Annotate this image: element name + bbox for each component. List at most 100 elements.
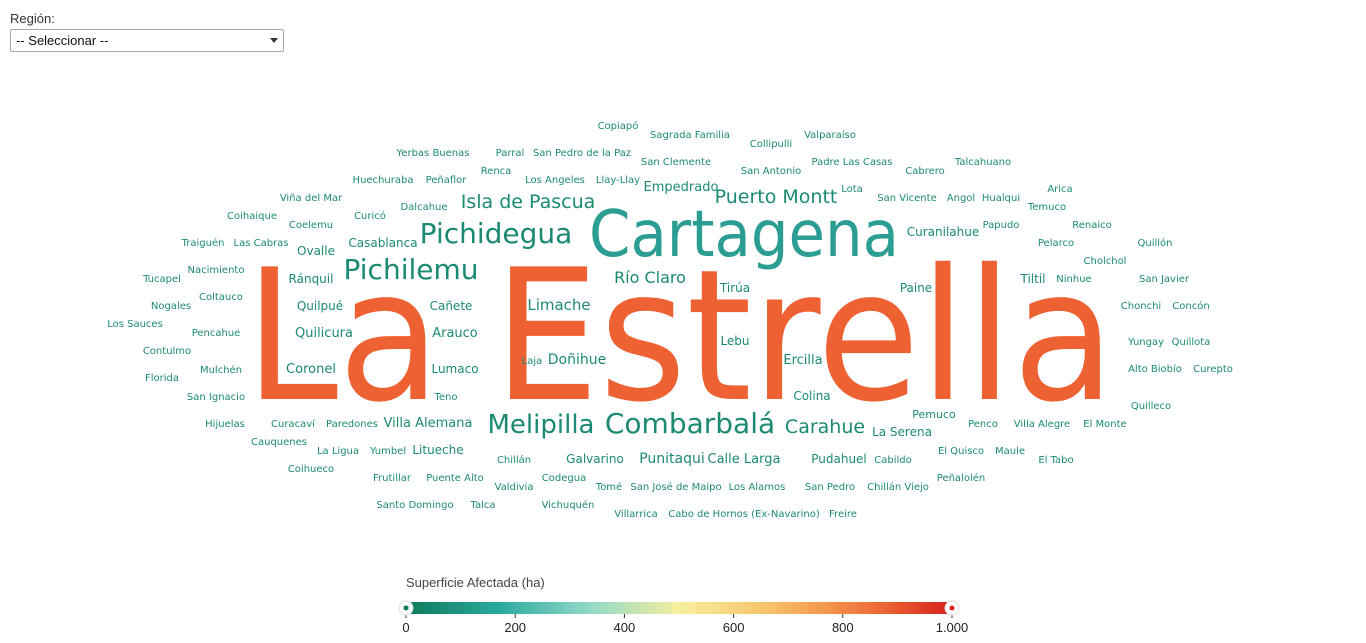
- word-la-estrella[interactable]: La Estrella: [245, 230, 1115, 442]
- word-pichilemu[interactable]: Pichilemu: [344, 253, 479, 286]
- slider-handle-min[interactable]: [398, 600, 414, 616]
- word-codegua[interactable]: Codegua: [542, 473, 586, 484]
- word-florida[interactable]: Florida: [145, 373, 179, 384]
- word-paine[interactable]: Paine: [900, 281, 932, 295]
- word-combarbala[interactable]: Combarbalá: [605, 407, 775, 440]
- word-lota[interactable]: Lota: [841, 184, 863, 195]
- word-ninhue[interactable]: Ninhue: [1056, 274, 1091, 285]
- word-litueche[interactable]: Litueche: [412, 443, 463, 457]
- word-hualqui[interactable]: Hualqui: [982, 193, 1020, 204]
- word-melipilla[interactable]: Melipilla: [488, 410, 595, 440]
- word-contulmo[interactable]: Contulmo: [143, 346, 191, 357]
- word-chonchi[interactable]: Chonchi: [1121, 301, 1161, 312]
- word-mulchen[interactable]: Mulchén: [200, 364, 242, 376]
- word-la-serena[interactable]: La Serena: [872, 425, 932, 439]
- word-valparaiso[interactable]: Valparaíso: [804, 129, 856, 141]
- word-punitaqui[interactable]: Punitaqui: [639, 451, 705, 467]
- word-temuco[interactable]: Temuco: [1027, 202, 1066, 213]
- word-ercilla[interactable]: Ercilla: [783, 353, 822, 368]
- word-tiltil[interactable]: Tiltil: [1019, 272, 1045, 286]
- word-coelemu[interactable]: Coelemu: [289, 220, 333, 231]
- word-san-jose-de-maipo[interactable]: San José de Maipo: [630, 481, 721, 493]
- word-cartagena[interactable]: Cartagena: [589, 198, 899, 272]
- word-san-clemente[interactable]: San Clemente: [641, 157, 711, 168]
- region-select[interactable]: -- Seleccionar --: [10, 29, 284, 52]
- word-san-javier[interactable]: San Javier: [1139, 274, 1190, 285]
- word-rio-claro[interactable]: Río Claro: [614, 268, 686, 287]
- word-donihue[interactable]: Doñihue: [548, 352, 606, 368]
- word-teno[interactable]: Teno: [433, 392, 457, 403]
- word-tome[interactable]: Tomé: [595, 481, 622, 493]
- word-renca[interactable]: Renca: [481, 166, 512, 177]
- word-cabrero[interactable]: Cabrero: [905, 166, 945, 177]
- word-curico[interactable]: Curicó: [354, 210, 386, 222]
- word-collipulli[interactable]: Collipulli: [750, 139, 792, 150]
- word-quilpue[interactable]: Quilpué: [297, 299, 343, 313]
- word-tucapel[interactable]: Tucapel: [142, 274, 181, 285]
- word-arauco[interactable]: Arauco: [432, 326, 478, 341]
- word-curepto[interactable]: Curepto: [1193, 364, 1233, 375]
- word-quilleco[interactable]: Quilleco: [1131, 401, 1171, 412]
- slider-handle-max[interactable]: [944, 600, 960, 616]
- word-cholchol[interactable]: Cholchol: [1084, 256, 1127, 267]
- word-chillan-viejo[interactable]: Chillán Viejo: [867, 481, 929, 493]
- word-ovalle[interactable]: Ovalle: [297, 244, 335, 258]
- word-los-sauces[interactable]: Los Sauces: [107, 319, 163, 330]
- word-limache[interactable]: Limache: [527, 296, 590, 314]
- word-ranquil[interactable]: Ránquil: [289, 272, 334, 286]
- word-concon[interactable]: Concón: [1172, 300, 1209, 312]
- word-sagrada-familia[interactable]: Sagrada Familia: [650, 130, 730, 141]
- word-san-vicente[interactable]: San Vicente: [877, 193, 936, 204]
- word-angol[interactable]: Angol: [947, 193, 975, 204]
- word-chillan[interactable]: Chillán: [497, 454, 531, 466]
- word-el-monte[interactable]: El Monte: [1083, 419, 1126, 430]
- word-lumaco[interactable]: Lumaco: [431, 362, 478, 376]
- word-san-antonio[interactable]: San Antonio: [741, 166, 801, 177]
- word-coihaique[interactable]: Coihaique: [227, 211, 277, 222]
- word-pudahuel[interactable]: Pudahuel: [811, 452, 867, 466]
- word-huechuraba[interactable]: Huechuraba: [353, 175, 414, 186]
- word-la-ligua[interactable]: La Ligua: [317, 446, 359, 457]
- word-colina[interactable]: Colina: [793, 389, 830, 403]
- word-galvarino[interactable]: Galvarino: [566, 452, 624, 466]
- word-paredones[interactable]: Paredones: [326, 419, 378, 430]
- word-yungay[interactable]: Yungay: [1127, 337, 1164, 348]
- word-yerbas-buenas[interactable]: Yerbas Buenas: [396, 148, 470, 159]
- word-lebu[interactable]: Lebu: [720, 334, 749, 348]
- word-quillon[interactable]: Quillón: [1138, 237, 1173, 249]
- word-villa-alemana[interactable]: Villa Alemana: [384, 416, 473, 431]
- word-maule[interactable]: Maule: [995, 446, 1025, 457]
- word-papudo[interactable]: Papudo: [983, 220, 1020, 231]
- word-los-alamos[interactable]: Los Alamos: [729, 482, 786, 493]
- word-vichuquen[interactable]: Vichuquén: [542, 499, 595, 511]
- word-alto-biobio[interactable]: Alto Biobío: [1128, 363, 1182, 375]
- word-el-tabo[interactable]: El Tabo: [1038, 455, 1073, 466]
- word-laja[interactable]: Laja: [522, 356, 543, 367]
- word-san-pedro-de-la-paz[interactable]: San Pedro de la Paz: [533, 148, 631, 159]
- word-coltauco[interactable]: Coltauco: [199, 292, 243, 303]
- word-isla-de-pascua[interactable]: Isla de Pascua: [461, 191, 596, 213]
- word-coronel[interactable]: Coronel: [286, 362, 336, 377]
- word-cabo-de-hornos-ex-navarino[interactable]: Cabo de Hornos (Ex-Navarino): [668, 509, 820, 520]
- word-freire[interactable]: Freire: [829, 509, 857, 520]
- word-nogales[interactable]: Nogales: [151, 301, 191, 312]
- word-cauquenes[interactable]: Cauquenes: [251, 437, 307, 448]
- word-san-ignacio[interactable]: San Ignacio: [187, 392, 245, 403]
- word-san-pedro[interactable]: San Pedro: [805, 482, 855, 493]
- word-pemuco[interactable]: Pemuco: [912, 408, 956, 421]
- word-santo-domingo[interactable]: Santo Domingo: [376, 500, 453, 511]
- word-vina-del-mar[interactable]: Viña del Mar: [280, 193, 343, 204]
- word-coihueco[interactable]: Coihueco: [288, 464, 334, 475]
- word-pelarco[interactable]: Pelarco: [1038, 238, 1074, 249]
- word-canete[interactable]: Cañete: [430, 299, 473, 313]
- word-penaflor[interactable]: Peñaflor: [426, 175, 468, 186]
- word-dalcahue[interactable]: Dalcahue: [400, 202, 447, 213]
- word-traiguen[interactable]: Traiguén: [181, 237, 225, 249]
- word-penco[interactable]: Penco: [968, 419, 998, 430]
- word-talcahuano[interactable]: Talcahuano: [954, 157, 1011, 168]
- word-villarrica[interactable]: Villarrica: [614, 509, 658, 520]
- word-arica[interactable]: Arica: [1047, 184, 1072, 195]
- word-empedrado[interactable]: Empedrado: [644, 180, 719, 195]
- word-renaico[interactable]: Renaico: [1072, 220, 1112, 231]
- word-penalolen[interactable]: Peñalolén: [937, 472, 985, 484]
